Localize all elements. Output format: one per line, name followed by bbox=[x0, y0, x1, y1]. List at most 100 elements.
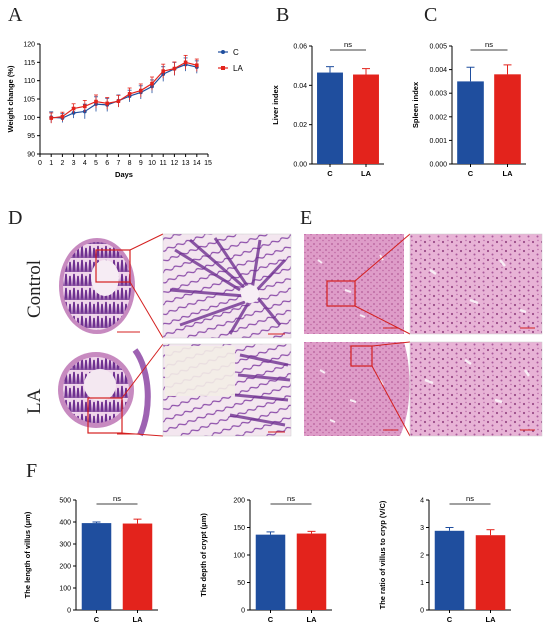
significance-label: ns bbox=[466, 494, 474, 503]
data-point bbox=[139, 88, 143, 93]
y-axis-title: Spleen index bbox=[411, 81, 420, 128]
control-liver-highmag-image bbox=[409, 233, 543, 335]
legend-marker bbox=[221, 50, 225, 54]
y-tick-label: 0 bbox=[420, 608, 424, 615]
data-point bbox=[161, 69, 165, 73]
control-liver-lowmag-image bbox=[304, 233, 411, 335]
bar-la bbox=[296, 533, 327, 610]
bar-la bbox=[353, 74, 379, 164]
y-tick-label: 1 bbox=[420, 580, 424, 587]
panel-label-e: E bbox=[300, 207, 313, 229]
y-axis-title: The ratio of villus to cryp (V/C) bbox=[378, 500, 387, 609]
histology-figure bbox=[58, 233, 543, 437]
la-liver-highmag-image bbox=[409, 341, 543, 437]
control-intestine-lowmag-image bbox=[59, 233, 164, 339]
y-tick-label: 300 bbox=[59, 542, 71, 549]
x-tick-label-c: C bbox=[468, 169, 474, 178]
legend-label-c: C bbox=[233, 48, 239, 57]
villus-crypt-ratio-bar-chart: 0 1 2 3 4 C LA ns The ratio of villus to cryp (V… bbox=[378, 494, 511, 624]
bar-la bbox=[494, 74, 521, 164]
x-tick-label-la: LA bbox=[503, 169, 514, 178]
la-liver-lowmag-image bbox=[304, 341, 411, 437]
y-tick-label: 3 bbox=[420, 525, 424, 532]
x-tick-label: 0 bbox=[38, 160, 42, 167]
significance-label: ns bbox=[344, 40, 352, 49]
y-axis-title: Weight change (%) bbox=[6, 65, 15, 132]
y-tick-label: 400 bbox=[59, 520, 71, 527]
x-tick-label-c: C bbox=[327, 169, 333, 178]
data-point bbox=[49, 116, 53, 120]
y-axis-title: Liver index bbox=[271, 84, 280, 124]
y-tick-label: 0.000 bbox=[429, 162, 447, 169]
bar-c bbox=[317, 72, 343, 164]
liver-index-bar-chart: 0.00 0.02 0.04 0.06 C LA ns Liver index bbox=[271, 40, 384, 178]
legend-marker bbox=[221, 66, 225, 70]
x-tick-label-c: C bbox=[268, 615, 274, 624]
y-tick-label: 0.002 bbox=[429, 114, 447, 121]
y-tick-label: 200 bbox=[59, 564, 71, 571]
data-point bbox=[105, 101, 109, 106]
control-liver-zoom-box bbox=[326, 280, 356, 307]
y-tick-label: 115 bbox=[24, 60, 35, 67]
x-axis-title: Days bbox=[115, 170, 133, 179]
significance-label: ns bbox=[113, 494, 121, 503]
x-tick-label: 4 bbox=[83, 160, 87, 167]
significance-label: ns bbox=[485, 40, 493, 49]
x-tick-label: 13 bbox=[182, 160, 190, 167]
y-tick-label: 105 bbox=[23, 97, 35, 104]
data-point bbox=[172, 66, 177, 71]
y-tick-label: 100 bbox=[59, 586, 71, 593]
y-tick-label: 110 bbox=[24, 78, 35, 85]
control-intestine-highmag-image bbox=[162, 233, 292, 339]
la-intestine-highmag-image bbox=[162, 343, 292, 437]
x-tick-label-la: LA bbox=[361, 169, 372, 178]
y-axis-title: The depth of crypt (μm) bbox=[199, 513, 208, 597]
scale-bars bbox=[117, 327, 535, 435]
x-tick-label-la: LA bbox=[486, 615, 497, 624]
y-tick-label: 0.003 bbox=[429, 91, 447, 98]
crypt-depth-bar-chart: 0 50 100 150 200 C LA ns The depth of crypt (μm) bbox=[199, 494, 332, 624]
y-tick-label: 0.00 bbox=[293, 162, 307, 169]
y-tick-label: 4 bbox=[420, 498, 424, 505]
panel-label-d: D bbox=[8, 207, 23, 229]
villus-length-bar-chart: 0 100 200 300 400 500 C LA ns The length of villu… bbox=[23, 494, 158, 624]
x-tick-label: 8 bbox=[128, 160, 132, 167]
x-tick-label: 15 bbox=[204, 160, 212, 167]
x-tick-label: 3 bbox=[72, 160, 76, 167]
x-tick-label: 1 bbox=[49, 160, 53, 167]
data-point bbox=[127, 92, 132, 96]
la-intestine-lowmag-image bbox=[58, 343, 164, 437]
panel-label-f: F bbox=[26, 460, 38, 482]
data-point bbox=[71, 106, 76, 111]
panel-label-b: B bbox=[276, 4, 290, 26]
y-tick-label: 0.04 bbox=[293, 83, 307, 90]
y-tick-label: 100 bbox=[233, 553, 245, 560]
y-tick-label: 50 bbox=[237, 580, 245, 587]
data-point bbox=[183, 60, 188, 65]
y-tick-label: 200 bbox=[233, 498, 245, 505]
x-tick-label: 10 bbox=[148, 160, 156, 167]
y-tick-label: 0 bbox=[67, 608, 71, 615]
bar-c bbox=[457, 81, 484, 164]
x-tick-label-c: C bbox=[94, 615, 100, 624]
x-tick-label: 7 bbox=[116, 160, 120, 167]
spleen-index-bar-chart: 0.000 0.001 0.002 0.003 0.004 0.005 C LA ns Splee… bbox=[411, 40, 526, 178]
panel-label-c: C bbox=[424, 4, 438, 26]
y-tick-label: 0.005 bbox=[429, 44, 447, 51]
la-intestine-zoom-box bbox=[87, 397, 123, 434]
y-tick-label: 0 bbox=[241, 608, 245, 615]
y-tick-label: 150 bbox=[233, 525, 245, 532]
x-tick-label-la: LA bbox=[307, 615, 318, 624]
data-point bbox=[60, 114, 65, 119]
y-tick-label: 95 bbox=[27, 133, 35, 140]
y-tick-label: 0.02 bbox=[293, 122, 307, 129]
series-line-la bbox=[51, 61, 197, 119]
panel-label-a: A bbox=[8, 4, 23, 26]
y-tick-label: 500 bbox=[59, 498, 71, 505]
x-tick-label: 5 bbox=[94, 160, 98, 167]
y-tick-label: 0.004 bbox=[429, 67, 447, 74]
data-point bbox=[195, 63, 199, 68]
y-axis-title: The length of villus (μm) bbox=[23, 511, 32, 598]
bar-c bbox=[81, 523, 112, 610]
